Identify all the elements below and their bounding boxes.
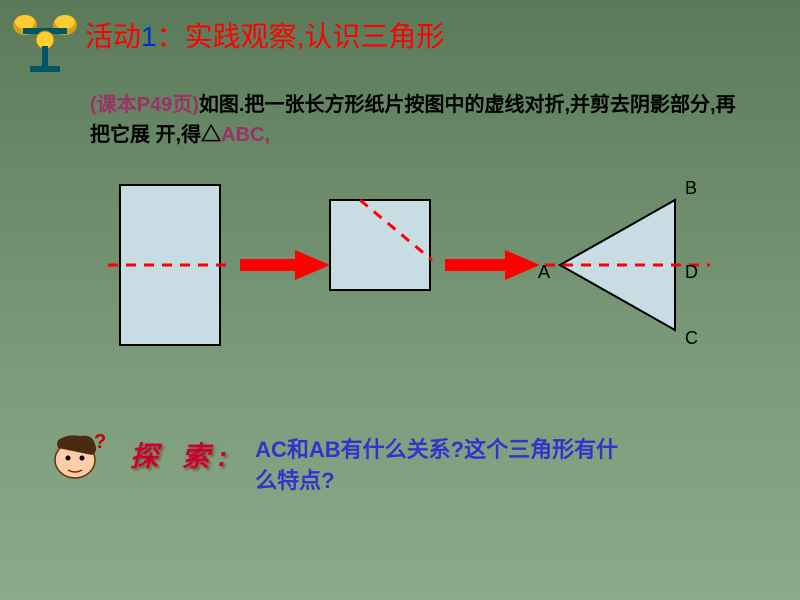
label-b: B xyxy=(685,178,697,199)
slide-title: 活动1：实践观察,认识三角形 xyxy=(85,10,444,55)
svg-text:?: ? xyxy=(94,431,106,453)
label-d: D xyxy=(685,262,698,283)
instruction-abc: ABC, xyxy=(221,124,270,146)
label-a: A xyxy=(538,262,550,283)
diagram-svg xyxy=(0,170,800,400)
title-main: 实践观察,认识三角形 xyxy=(185,21,445,52)
dumbbell-icon xyxy=(5,10,85,75)
label-c: C xyxy=(685,328,698,349)
instruction-text: (课本P49页)如图.把一张长方形纸片按图中的虚线对折,并剪去阴影部分,再把它展… xyxy=(0,75,800,150)
title-row: 活动1：实践观察,认识三角形 xyxy=(0,0,800,75)
instruction-ref: (课本P49页) xyxy=(90,94,199,116)
title-colon: ： xyxy=(157,21,185,52)
diagram-area: A B C D xyxy=(0,170,800,400)
rect2 xyxy=(330,200,430,290)
explore-row: ? 探 索: AC和AB有什么关系?这个三角形有什么特点? xyxy=(0,400,800,497)
thinking-face-icon: ? xyxy=(50,430,110,485)
arrow-1 xyxy=(240,250,330,280)
explore-question: AC和AB有什么关系?这个三角形有什么特点? xyxy=(255,430,635,497)
arrow-2 xyxy=(445,250,540,280)
title-prefix: 活动 xyxy=(85,21,141,52)
title-number: 1 xyxy=(141,21,157,52)
explore-label: 探 索: xyxy=(130,430,235,475)
